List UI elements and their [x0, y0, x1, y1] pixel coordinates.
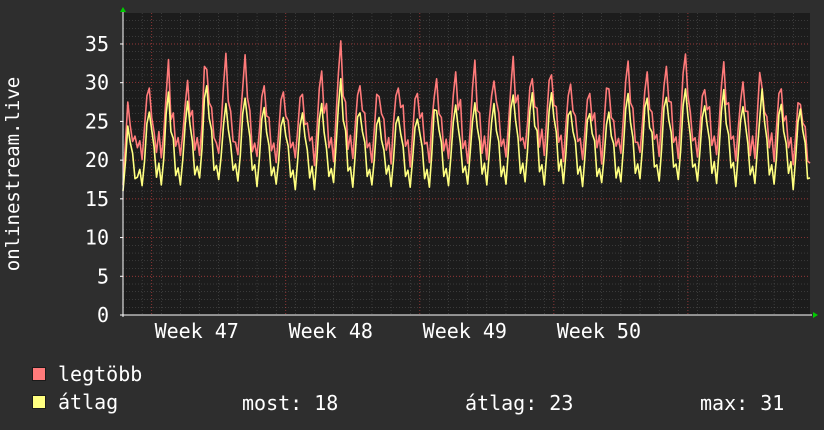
x-tick-label: Week 47	[155, 319, 239, 343]
y-tick-label: 10	[85, 226, 109, 250]
stat-now: most: 18	[242, 391, 339, 415]
legend-item-avg: átlag	[32, 390, 119, 414]
y-tick-label: 15	[85, 187, 109, 211]
y-tick-label: 5	[97, 264, 109, 288]
y-tick-label: 0	[97, 303, 109, 327]
legend-swatch-avg	[32, 395, 46, 409]
legend-label-max: legtöbb	[58, 362, 143, 386]
series-lines	[122, 40, 811, 192]
x-tick-label: Week 50	[557, 319, 641, 343]
grid-lines	[122, 13, 810, 315]
x-tick-label: Week 48	[289, 319, 373, 343]
legend-label-avg: átlag	[58, 390, 119, 414]
axes	[120, 7, 818, 318]
y-tick-label: 30	[85, 71, 109, 95]
y-tick-label: 35	[85, 32, 109, 56]
legend-item-max: legtöbb	[32, 362, 143, 386]
y-tick-label: 25	[85, 109, 109, 133]
legend-swatch-max	[32, 367, 46, 381]
series-line-max	[122, 40, 811, 185]
tick-labels: 0 5 10 15 20 25 30 35 Week 47 Week 48 Week 49 Week …	[85, 32, 641, 343]
stat-average: átlag: 23	[465, 391, 574, 415]
chart-svg: 0 5 10 15 20 25 30 35 Week 47 Week 48 Week 49 Week …	[2, 7, 818, 343]
series-line-avg	[122, 78, 811, 192]
x-axis-arrow-icon	[813, 312, 818, 318]
x-tick-label: Week 49	[423, 319, 507, 343]
y-axis-label: onlinestream.live	[2, 77, 24, 271]
stat-max: max: 31	[700, 391, 785, 415]
y-tick-label: 20	[85, 148, 109, 172]
y-axis-arrow-icon	[120, 7, 126, 12]
